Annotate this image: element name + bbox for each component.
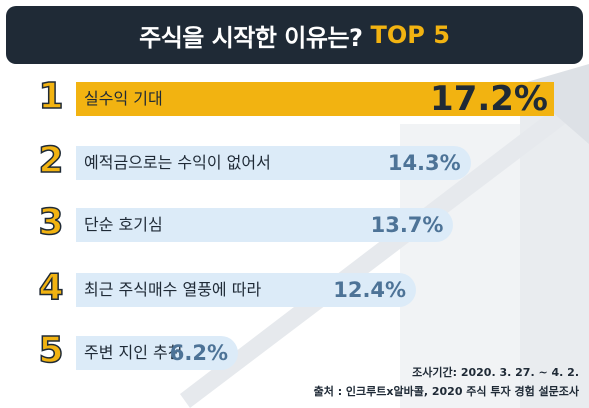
bar-value-label: 14.3%: [387, 151, 461, 175]
title-banner: 주식을 시작한 이유는? TOP 5: [6, 6, 583, 64]
rank-number: 1: [38, 75, 65, 118]
bar: [76, 146, 471, 180]
bar-category-label: 주변 지인 추천: [84, 343, 183, 362]
bar-value-label: 6.2%: [169, 341, 228, 365]
source-note: 출처 : 인크루트x알바콜, 2020 주식 투자 경험 설문조사: [313, 385, 579, 398]
bar: [76, 82, 554, 116]
survey-period-note: 조사기간: 2020. 3. 27. ~ 4. 2.: [412, 366, 579, 379]
bar: [76, 273, 417, 307]
bar: [76, 336, 238, 370]
rank-number: 2: [38, 139, 65, 182]
bar-value-label: 17.2%: [430, 79, 548, 119]
rank-number: 3: [38, 201, 65, 244]
bar-value-label: 12.4%: [333, 278, 407, 302]
bar-category-label: 최근 주식매수 열풍에 따라: [84, 280, 262, 299]
bar: [76, 208, 454, 242]
bar-value-label: 13.7%: [370, 213, 444, 237]
bar-category-label: 실수익 기대: [84, 89, 163, 108]
rank-number: 5: [38, 329, 65, 372]
chart-title: 주식을 시작한 이유는?: [139, 23, 363, 52]
bar-category-label: 단순 호기심: [84, 215, 163, 234]
chart-title-accent: TOP 5: [370, 21, 450, 49]
rank-number: 4: [38, 266, 65, 309]
bar-category-label: 예적금으로는 수익이 없어서: [84, 153, 271, 172]
